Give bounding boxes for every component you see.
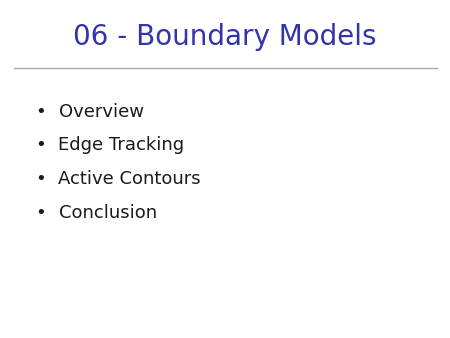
Text: Overview: Overview xyxy=(58,102,144,121)
Text: 06 - Boundary Models: 06 - Boundary Models xyxy=(73,23,377,51)
Text: •: • xyxy=(35,102,46,121)
Text: Active Contours: Active Contours xyxy=(58,170,201,188)
Text: Conclusion: Conclusion xyxy=(58,204,157,222)
Text: •: • xyxy=(35,204,46,222)
Text: •: • xyxy=(35,136,46,154)
Text: •: • xyxy=(35,170,46,188)
Text: Edge Tracking: Edge Tracking xyxy=(58,136,184,154)
